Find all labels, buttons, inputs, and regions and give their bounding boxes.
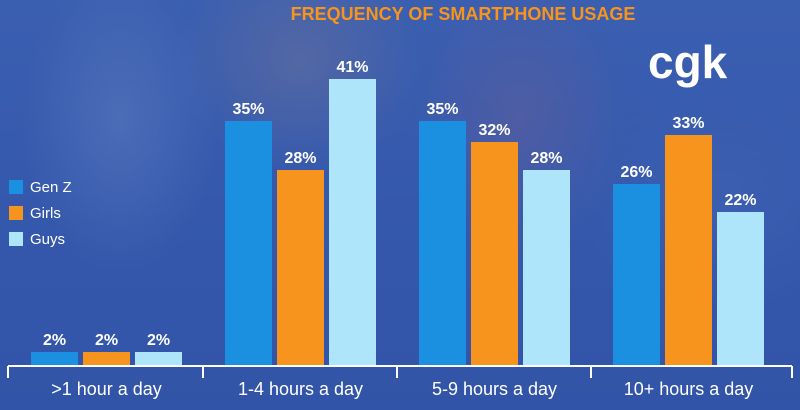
legend-label: Gen Z [30, 179, 72, 196]
data-label: 35% [426, 101, 458, 118]
category-label: 1-4 hours a day [238, 379, 363, 399]
bars: 2% 2% 2% 35% 28% 41% 35% 32% 28% 26% 33% 22% [31, 59, 764, 366]
logo-text: cgk [648, 36, 728, 88]
bar [471, 142, 518, 366]
x-axis: >1 hour a day 1-4 hours a day 5-9 hours a … [7, 365, 793, 399]
data-label: 41% [336, 59, 368, 76]
logo: cgk [648, 36, 728, 88]
data-label: 2% [147, 332, 170, 349]
chart-title: FREQUENCY OF SMARTPHONE USAGE [291, 4, 636, 24]
data-label: 2% [95, 332, 118, 349]
legend-swatch [9, 180, 23, 194]
data-label: 2% [43, 332, 66, 349]
legend: Gen Z Girls Guys [9, 179, 72, 248]
bar [135, 352, 182, 366]
legend-label: Girls [30, 205, 61, 222]
bar-group: 26% 33% 22% [613, 115, 764, 366]
legend-swatch [9, 206, 23, 220]
category-label: 5-9 hours a day [432, 379, 557, 399]
bar [419, 121, 466, 366]
legend-swatch [9, 232, 23, 246]
bar [329, 79, 376, 366]
data-label: 26% [620, 164, 652, 181]
bar [225, 121, 272, 366]
bar-group: 35% 32% 28% [419, 101, 570, 366]
bar-group: 2% 2% 2% [31, 332, 182, 366]
category-label: >1 hour a day [51, 379, 162, 399]
bar [277, 170, 324, 366]
data-label: 32% [478, 122, 510, 139]
bar [83, 352, 130, 366]
data-label: 22% [724, 192, 756, 209]
data-label: 33% [672, 115, 704, 132]
bar [613, 184, 660, 366]
legend-label: Guys [30, 231, 65, 248]
bar [665, 135, 712, 366]
bar [31, 352, 78, 366]
data-label: 28% [530, 150, 562, 167]
data-label: 28% [284, 150, 316, 167]
bar [523, 170, 570, 366]
category-label: 10+ hours a day [624, 379, 754, 399]
bar-group: 35% 28% 41% [225, 59, 376, 366]
bar [717, 212, 764, 366]
data-label: 35% [232, 101, 264, 118]
